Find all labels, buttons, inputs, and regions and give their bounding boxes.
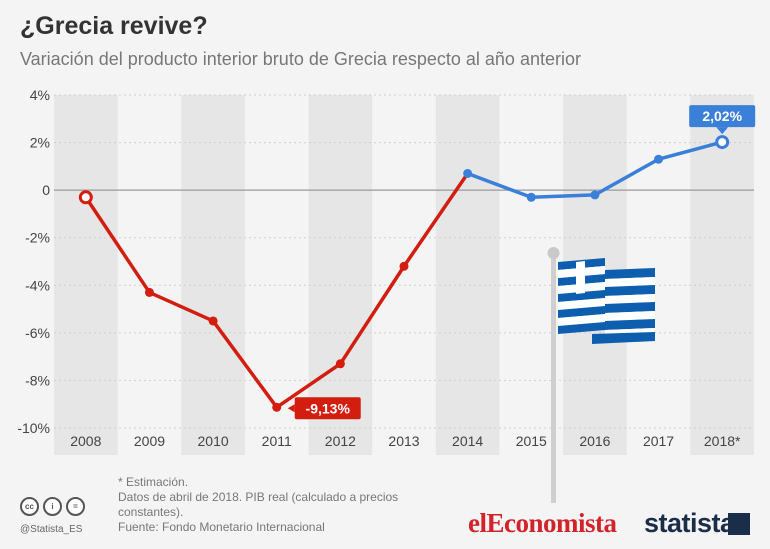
greek-flag-icon [547,247,655,503]
data-point [208,316,218,326]
y-tick-label: 4% [30,87,50,103]
y-tick-label: -2% [25,230,50,246]
data-point [590,190,600,200]
x-tick-label: 2012 [325,433,356,449]
x-tick-label: 2008 [70,433,101,449]
x-axis: 2008 2009 2010 2011 2012 2013 2014 2015 2016 2017… [70,433,741,449]
page-subtitle: Variación del producto interior bruto de… [20,49,581,69]
x-tick-label: 2009 [134,433,165,449]
y-tick-label: -8% [25,372,50,388]
x-tick-label: 2014 [452,433,483,449]
statista-mark-icon [728,513,750,535]
eleconomista-logo: elEconomista [468,508,617,538]
data-point [335,359,345,369]
column-band [181,95,245,455]
data-point [526,192,536,202]
data-label-box [689,105,756,128]
data-label: 2,02% [689,105,756,135]
y-tick-label: 2% [30,135,50,151]
column-bands [54,95,754,455]
series-line-segment [84,171,470,410]
column-band [54,95,118,455]
x-tick-label: 2013 [388,433,419,449]
x-tick-label: 2010 [198,433,229,449]
data-label-pointer [287,404,295,413]
by-icon: i [43,497,62,516]
annotations: -9,13% 2,02% [287,105,756,420]
y-tick-label: -10% [17,420,50,436]
data-label-pointer [716,127,729,135]
data-label-text: -9,13% [306,400,351,416]
estimation-note: * Estimación. [118,475,189,489]
x-tick-label: 2017 [643,433,674,449]
column-band [435,95,500,455]
x-tick-label: 2015 [516,433,547,449]
source-note: Fuente: Fondo Monetario Internacional [118,520,325,534]
y-tick-label: -6% [25,325,50,341]
series-points [78,135,730,412]
y-tick-label: -4% [25,277,50,293]
data-label: -9,13% [287,397,361,420]
data-point [144,287,154,297]
y-axis: -10% -8% -6% -4% -2% 0 2% 4% [17,87,50,436]
cc-icon: cc [20,497,39,516]
data-point [272,402,282,412]
data-label-text: 2,02% [702,108,742,124]
statista-logo: statista [644,508,735,538]
x-tick-label: 2016 [579,433,610,449]
y-tick-label: 0 [42,182,50,198]
column-band [308,95,373,455]
page-title: ¿Grecia revive? [20,12,208,40]
x-tick-label: 2011 [262,433,292,449]
license-icons: cc i = [20,497,85,516]
data-point [463,168,473,178]
data-point [654,154,664,164]
column-band [690,95,754,455]
social-handle[interactable]: @Statista_ES [20,524,83,535]
data-note: Datos de abril de 2018. PIB real (calcul… [118,490,399,519]
data-label-box [294,397,361,420]
x-tick-label: 2018* [704,433,741,449]
footer: * Estimación. Datos de abril de 2018. PI… [118,475,438,535]
nd-icon: = [66,497,85,516]
data-point [78,190,93,205]
gridlines [54,94,754,429]
data-point [399,261,409,271]
data-point [715,135,730,150]
